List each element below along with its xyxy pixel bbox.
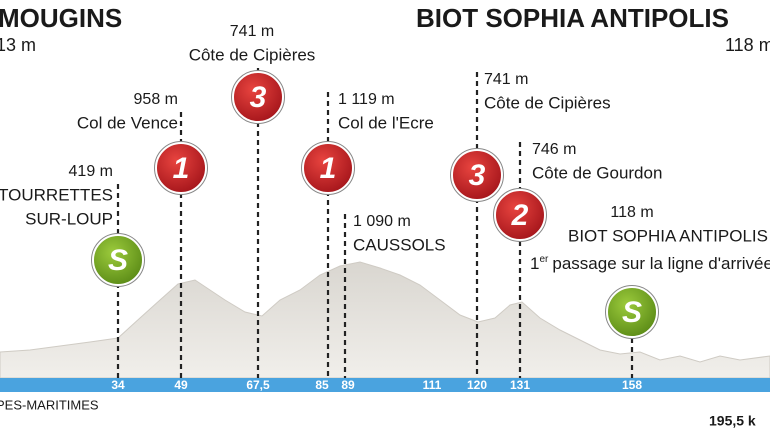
badge	[494, 189, 546, 241]
finish-altitude: 118 m	[725, 35, 770, 55]
km-marker: 89	[341, 378, 355, 392]
km-marker: 34	[111, 378, 125, 392]
badge-rim	[301, 141, 355, 195]
badge-rim	[493, 188, 547, 242]
badge-rim	[231, 70, 285, 124]
km-marker: 49	[174, 378, 188, 392]
badge-label: S	[622, 296, 642, 329]
place-name: Col de Vence	[77, 113, 178, 132]
distance-bar	[0, 378, 770, 392]
badge	[302, 142, 354, 194]
badge-rim	[154, 141, 208, 195]
badge-label: 3	[250, 81, 267, 114]
place-name: Côte de Cipières	[189, 45, 316, 64]
badge-label: 1	[320, 152, 337, 185]
altitude: 419 m	[69, 163, 113, 180]
note-text: passage sur la ligne d'arrivée	[552, 254, 770, 273]
place-name: TOURRETTES	[0, 185, 113, 204]
altitude: 1 090 m	[353, 213, 411, 230]
terrain	[0, 261, 770, 379]
altitude: 118 m	[610, 204, 653, 221]
start-altitude: 13 m	[0, 35, 36, 55]
badge	[451, 149, 503, 201]
place-name: Côte de Cipières	[484, 93, 611, 112]
region: PES-MARITIMES	[0, 397, 99, 412]
badge-rim	[605, 285, 659, 339]
km-marker: 111	[423, 378, 442, 392]
altitude: 741 m	[484, 71, 528, 88]
badge-rim	[91, 233, 145, 287]
finish-name: BIOT SOPHIA ANTIPOLIS	[416, 3, 729, 33]
place-name: SUR-LOUP	[25, 209, 113, 228]
km-marker: 131	[510, 378, 530, 392]
start-name: MOUGINS	[0, 3, 122, 33]
place-name: BIOT SOPHIA ANTIPOLIS	[568, 226, 768, 245]
place-name: CAUSSOLS	[353, 235, 446, 254]
place-name: Côte de Gourdon	[532, 163, 662, 182]
km-marker: 120	[467, 378, 487, 392]
altitude: 746 m	[532, 141, 576, 158]
km-marker: 85	[315, 378, 329, 392]
note-suffix: er	[539, 254, 549, 265]
badge-label: 2	[511, 199, 529, 232]
badge-label: 1	[173, 152, 190, 185]
total-distance: 195,5 k	[709, 413, 756, 429]
badge-label: S	[108, 244, 128, 277]
km-marker: 158	[622, 378, 642, 392]
place-name: Col de l'Ecre	[338, 113, 434, 132]
note-number: 1	[530, 254, 539, 273]
altitude: 958 m	[134, 91, 178, 108]
badge	[92, 234, 144, 286]
badge	[155, 142, 207, 194]
km-marker: 67,5	[246, 378, 270, 392]
badge-label: 3	[469, 159, 486, 192]
badge	[606, 286, 658, 338]
note: 1er passage sur la ligne d'arrivée	[530, 254, 770, 274]
altitude: 1 119 m	[338, 91, 395, 108]
altitude: 741 m	[230, 23, 274, 40]
badge	[232, 71, 284, 123]
badge-rim	[450, 148, 504, 202]
